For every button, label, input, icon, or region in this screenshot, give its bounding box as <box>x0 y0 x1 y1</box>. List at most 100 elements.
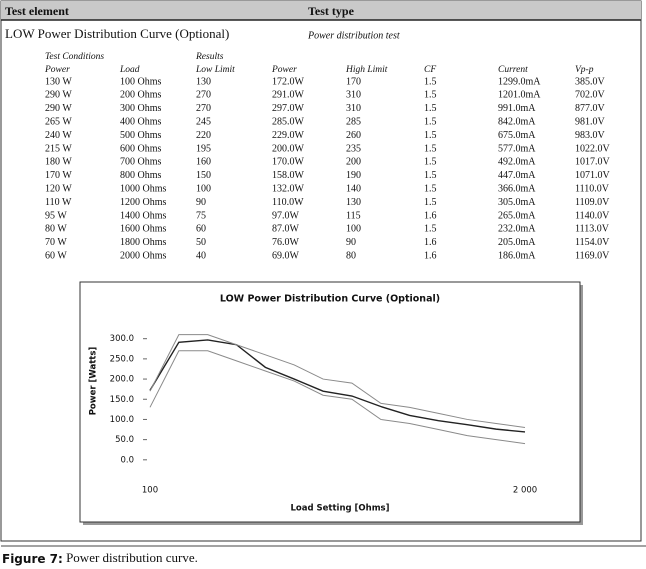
cell: 1113.0V <box>575 224 610 235</box>
cell: 1.5 <box>424 183 437 194</box>
y-tick-label: 50.0 <box>115 435 134 445</box>
cell: 877.0V <box>575 103 606 114</box>
cell: 297.0W <box>272 103 305 114</box>
cell: 158.0W <box>272 170 305 181</box>
y-tick-label: 100.0 <box>110 415 134 425</box>
cell: 60 W <box>45 250 67 261</box>
cell: 1.5 <box>424 143 437 154</box>
column-header: Power <box>271 65 297 75</box>
series-line <box>149 334 526 429</box>
cell: 1071.0V <box>575 170 611 181</box>
cell: 1109.0V <box>575 197 610 208</box>
cell: 1299.0mA <box>498 76 541 87</box>
header-element: Test element <box>5 4 69 18</box>
cell: 245 <box>196 116 211 127</box>
cell: 600 Ohms <box>120 143 162 154</box>
chart-title: LOW Power Distribution Curve (Optional) <box>220 294 440 305</box>
cell: 1.5 <box>424 76 437 87</box>
cell: 90 <box>196 197 206 208</box>
cell: 69.0W <box>272 250 300 261</box>
cell: 100 Ohms <box>120 76 162 87</box>
cell: 270 <box>196 90 211 101</box>
cell: 1.6 <box>424 237 437 248</box>
column-header: Vp-p <box>575 65 594 75</box>
cell: 1140.0V <box>575 210 610 221</box>
column-header: Power <box>44 65 70 75</box>
cell: 190 <box>346 170 361 181</box>
cell: 1.5 <box>424 197 437 208</box>
x-tick-label: 2 000 <box>513 486 537 496</box>
cell: 1800 Ohms <box>120 237 167 248</box>
cell: 170 W <box>45 170 72 181</box>
cell: 1.5 <box>424 90 437 101</box>
cell: 150 <box>196 170 211 181</box>
cell: 60 <box>196 224 206 235</box>
cell: 70 W <box>45 237 67 248</box>
y-axis-label: Power [Watts] <box>89 347 99 416</box>
cell: 235 <box>346 143 361 154</box>
cell: 1.5 <box>424 103 437 114</box>
cell: 447.0mA <box>498 170 536 181</box>
cell: 265.0mA <box>498 210 536 221</box>
series-line <box>149 350 526 445</box>
cell: 100 <box>346 224 361 235</box>
test-type: Power distribution test <box>307 30 400 41</box>
cell: 291.0W <box>272 90 305 101</box>
cell: 1110.0V <box>575 183 610 194</box>
cell: 305.0mA <box>498 197 536 208</box>
table: Test Conditions Results Power Load Low Limit… <box>44 52 611 261</box>
cell: 265 W <box>45 116 72 127</box>
cell: 700 Ohms <box>120 157 162 168</box>
cell: 205.0mA <box>498 237 536 248</box>
cell: 285 <box>346 116 361 127</box>
cell: 110.0W <box>272 197 304 208</box>
cell: 270 <box>196 103 211 114</box>
series-line <box>149 339 526 433</box>
header-type: Test type <box>308 4 355 18</box>
cell: 1600 Ohms <box>120 224 167 235</box>
column-header: Load <box>119 65 140 75</box>
cell: 130 W <box>45 76 72 87</box>
y-tick-label: 0.0 <box>120 455 134 465</box>
cell: 220 <box>196 130 211 141</box>
caption-text: Power distribution curve. <box>66 550 198 565</box>
cell: 80 <box>346 250 356 261</box>
cell: 1201.0mA <box>498 90 541 101</box>
chart: LOW Power Distribution Curve (Optional) … <box>89 294 538 514</box>
cell: 300 Ohms <box>120 103 162 114</box>
cell: 577.0mA <box>498 143 536 154</box>
cell: 981.0V <box>575 116 606 127</box>
cell: 215 W <box>45 143 72 154</box>
chart-box <box>79 281 581 523</box>
cell: 1.6 <box>424 250 437 261</box>
cell: 983.0V <box>575 130 606 141</box>
cell: 492.0mA <box>498 157 536 168</box>
cell: 115 <box>346 210 361 221</box>
test-name: LOW Power Distribution Curve (Optional) <box>5 26 229 41</box>
cell: 1200 Ohms <box>120 197 167 208</box>
cell: 130 <box>196 76 211 87</box>
cell: 1154.0V <box>575 237 610 248</box>
x-axis-label: Load Setting [Ohms] <box>290 504 389 514</box>
cell: 1.5 <box>424 130 437 141</box>
caption: Figure 7: Power distribution curve. <box>2 550 198 566</box>
column-header: High Limit <box>345 65 388 75</box>
cell: 2000 Ohms <box>120 250 167 261</box>
cell: 200 <box>346 157 361 168</box>
header-bar <box>1 1 641 20</box>
cell: 1400 Ohms <box>120 210 167 221</box>
cell: 290 W <box>45 103 72 114</box>
cell: 95 W <box>45 210 67 221</box>
cell: 260 <box>346 130 361 141</box>
cell: 1022.0V <box>575 143 611 154</box>
cell: 1.5 <box>424 224 437 235</box>
cell: 1.5 <box>424 170 437 181</box>
cell: 1.5 <box>424 116 437 127</box>
group-label: Results <box>195 52 224 62</box>
y-tick-label: 300.0 <box>110 334 134 344</box>
cell: 97.0W <box>272 210 300 221</box>
column-header: Current <box>498 65 528 75</box>
y-tick-label: 250.0 <box>110 354 134 364</box>
cell: 400 Ohms <box>120 116 162 127</box>
cell: 90 <box>346 237 356 248</box>
